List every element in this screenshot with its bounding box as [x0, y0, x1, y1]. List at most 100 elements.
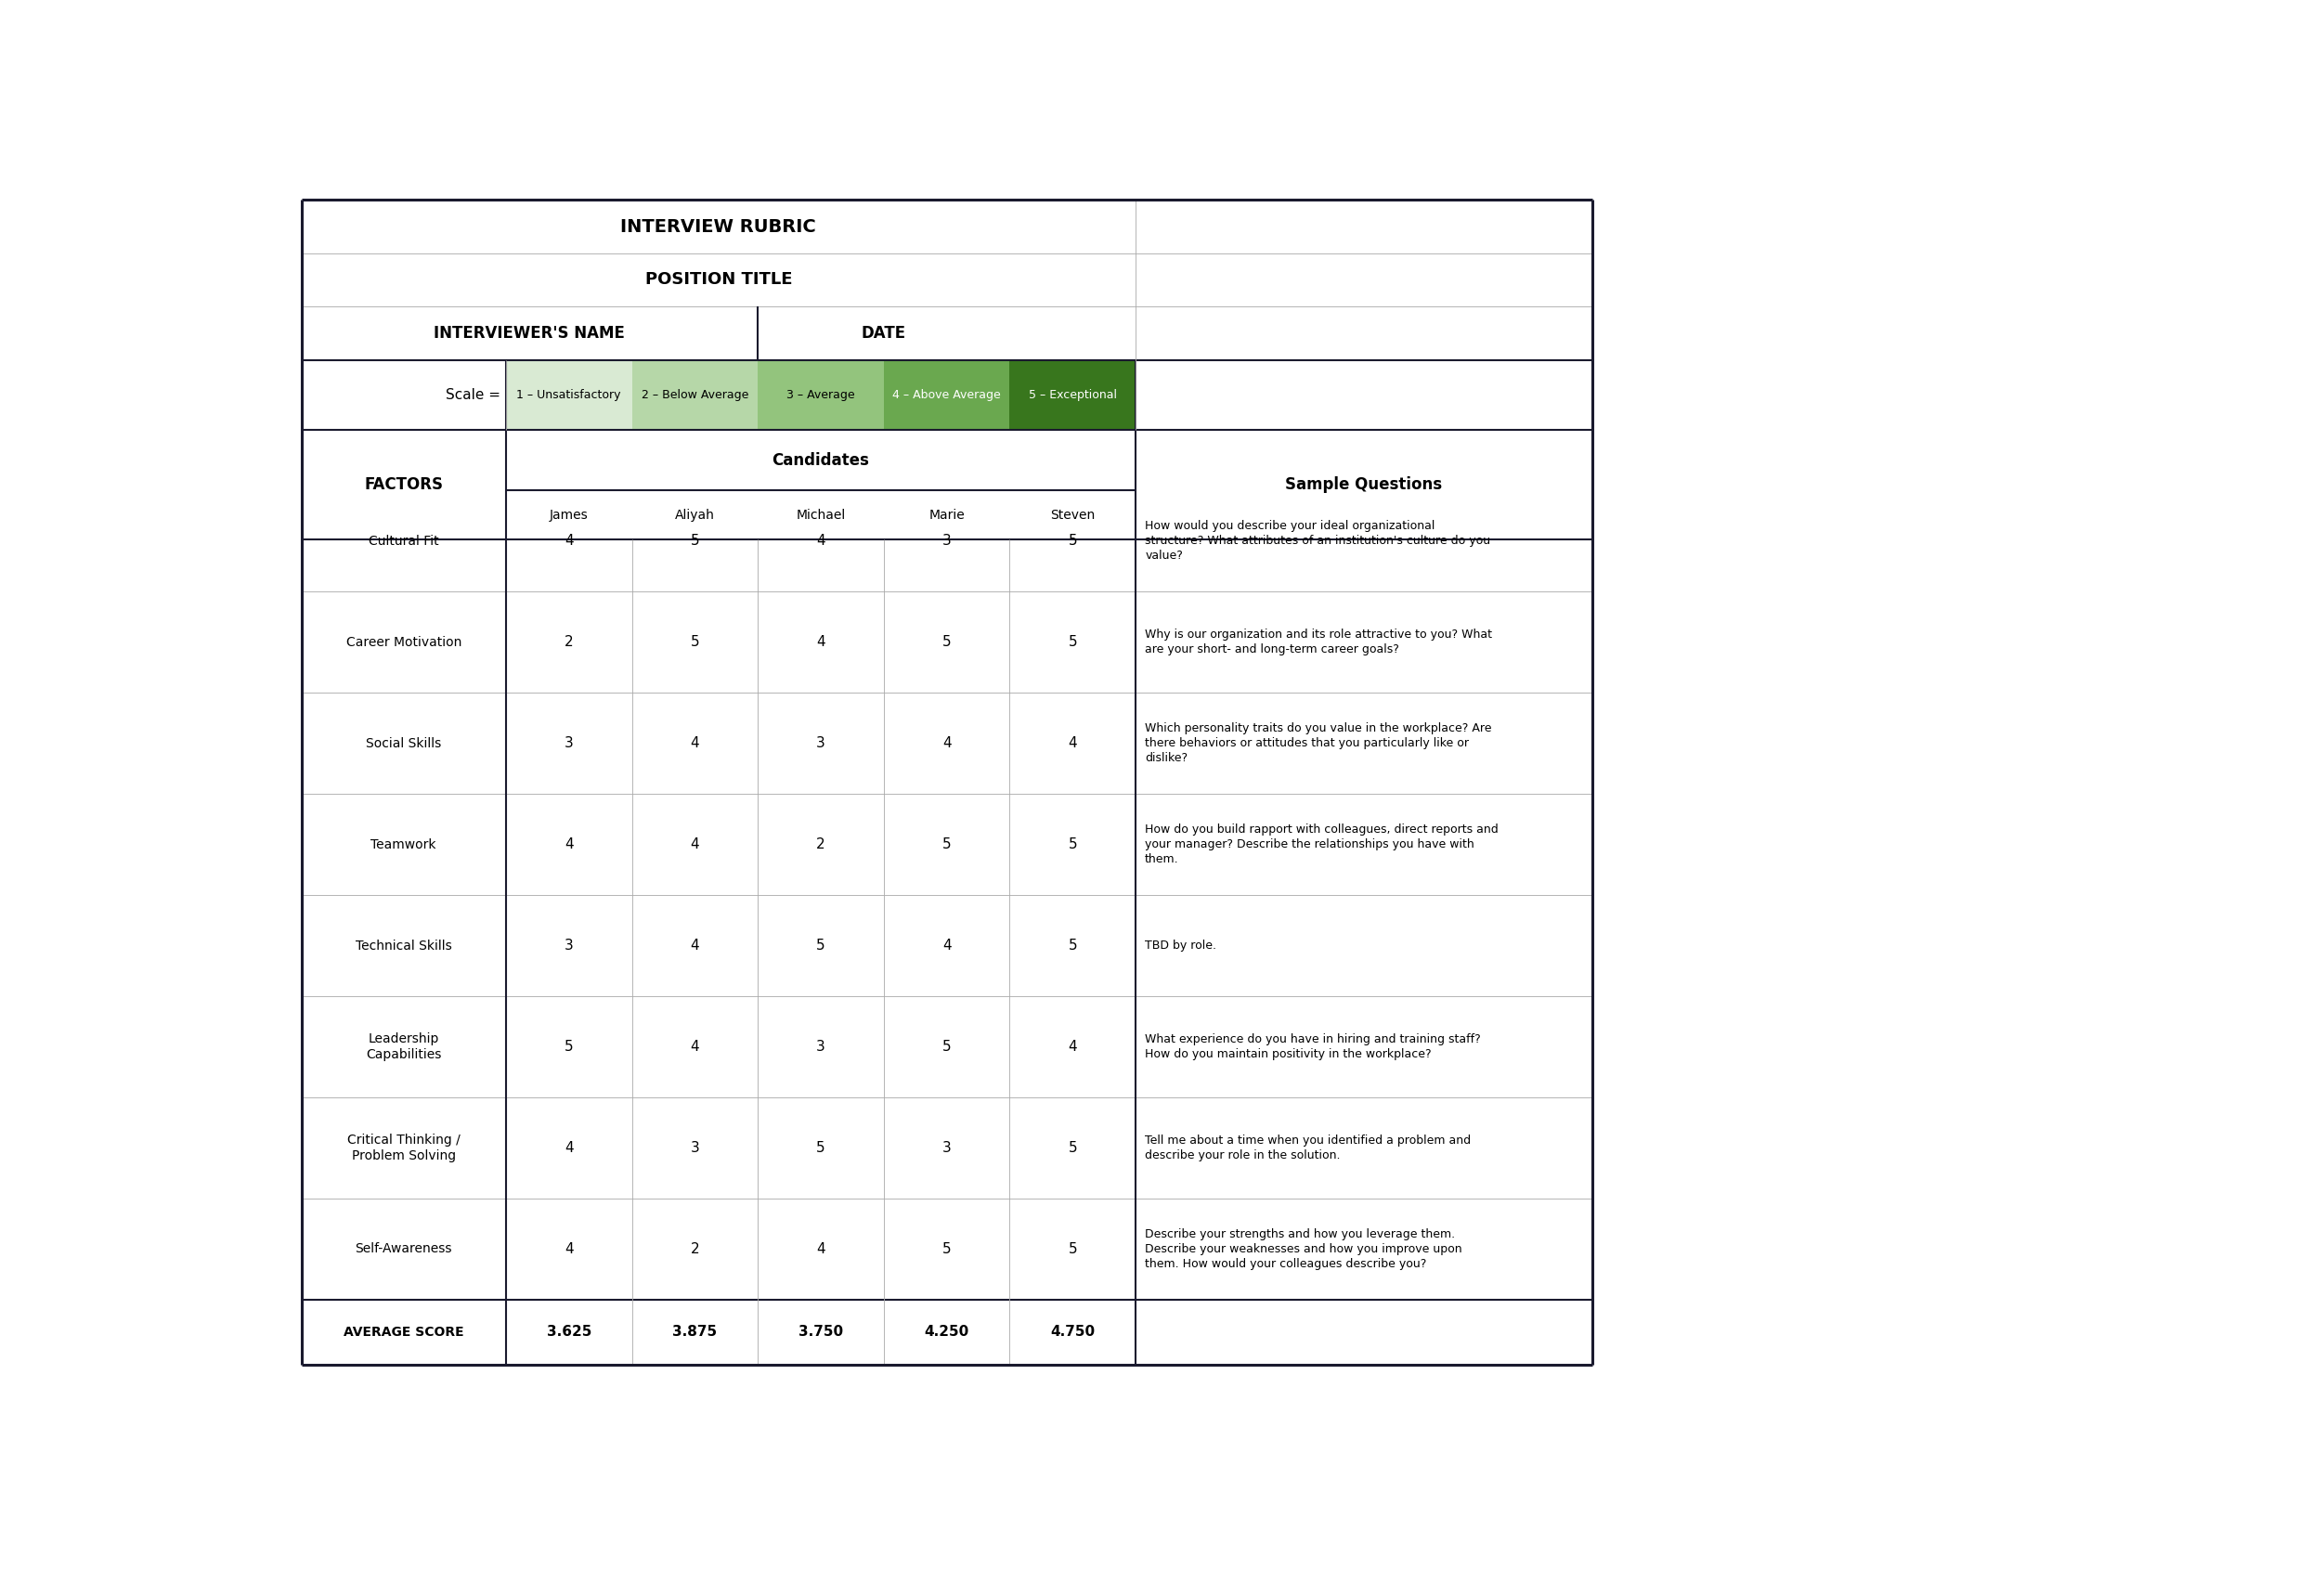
Text: 5: 5 [565, 1040, 574, 1054]
Bar [883, 997, 1009, 1097]
Bar [1009, 1198, 1136, 1300]
Text: 5: 5 [690, 534, 700, 549]
Bar [1136, 794, 1592, 895]
Text: 4: 4 [565, 1140, 574, 1155]
Bar [302, 997, 507, 1097]
Bar [507, 592, 632, 692]
Bar [632, 491, 758, 592]
Bar [883, 491, 1009, 539]
Text: Michael: Michael [797, 509, 846, 522]
Bar [883, 794, 1009, 895]
Text: Leadership
Capabilities: Leadership Capabilities [365, 1032, 442, 1061]
Text: Describe your strengths and how you leverage them.
Describe your weaknesses and : Describe your strengths and how you leve… [1146, 1228, 1462, 1270]
Bar [1136, 592, 1592, 692]
Text: Social Skills: Social Skills [365, 737, 442, 750]
Text: Technical Skills: Technical Skills [356, 939, 451, 952]
Text: 4: 4 [565, 534, 574, 549]
Bar [758, 1097, 883, 1198]
Text: Teamwork: Teamwork [372, 837, 437, 852]
Bar [758, 692, 883, 794]
Bar [1136, 997, 1592, 1097]
Text: Why is our organization and its role attractive to you? What
are your short- and: Why is our organization and its role att… [1146, 628, 1492, 656]
Bar [883, 1198, 1009, 1300]
Bar [507, 491, 632, 592]
Text: 5: 5 [816, 1140, 825, 1155]
Bar [883, 895, 1009, 997]
Bar [302, 1097, 507, 1198]
Bar [1136, 360, 1592, 431]
Bar [1136, 1097, 1592, 1198]
Bar [302, 199, 1136, 254]
Bar [632, 1300, 758, 1365]
Bar [507, 692, 632, 794]
Text: 4.250: 4.250 [925, 1325, 969, 1340]
Text: 3: 3 [941, 1140, 951, 1155]
Text: 5: 5 [1069, 635, 1076, 649]
Text: How would you describe your ideal organizational
structure? What attributes of a: How would you describe your ideal organi… [1146, 520, 1490, 561]
Bar [1009, 997, 1136, 1097]
Bar [632, 895, 758, 997]
Text: Marie: Marie [930, 509, 964, 522]
Text: What experience do you have in hiring and training staff?
How do you maintain po: What experience do you have in hiring an… [1146, 1034, 1480, 1061]
Bar [302, 491, 507, 592]
Text: 3: 3 [690, 1140, 700, 1155]
Text: 5: 5 [941, 837, 951, 852]
Bar [632, 1097, 758, 1198]
Bar [1136, 199, 1592, 254]
Text: Critical Thinking /
Problem Solving: Critical Thinking / Problem Solving [346, 1134, 460, 1163]
Text: 3.625: 3.625 [546, 1325, 590, 1340]
Bar [632, 997, 758, 1097]
Text: 4: 4 [1069, 737, 1076, 750]
Bar [1009, 491, 1136, 592]
Text: 1 – Unsatisfactory: 1 – Unsatisfactory [516, 389, 621, 400]
Bar [1009, 692, 1136, 794]
Bar [632, 1198, 758, 1300]
Text: INTERVIEW RUBRIC: INTERVIEW RUBRIC [621, 219, 816, 236]
Bar [1009, 794, 1136, 895]
Text: AVERAGE SCORE: AVERAGE SCORE [344, 1325, 465, 1338]
Bar [507, 1198, 632, 1300]
Bar [1136, 895, 1592, 997]
Bar [758, 794, 883, 895]
Text: How do you build rapport with colleagues, direct reports and
your manager? Descr: How do you build rapport with colleagues… [1146, 823, 1499, 866]
Text: 3.875: 3.875 [672, 1325, 718, 1340]
Bar [883, 1097, 1009, 1198]
Bar [1009, 360, 1136, 431]
Bar [507, 431, 1136, 491]
Bar [1009, 1300, 1136, 1365]
Text: 5 – Exceptional: 5 – Exceptional [1030, 389, 1118, 400]
Text: 5: 5 [941, 635, 951, 649]
Text: 4: 4 [816, 1243, 825, 1255]
Text: Candidates: Candidates [772, 451, 869, 469]
Text: 5: 5 [690, 635, 700, 649]
Text: 2: 2 [565, 635, 574, 649]
Text: 4: 4 [565, 1243, 574, 1255]
Bar [758, 491, 883, 539]
Bar [632, 491, 758, 539]
Bar [758, 491, 883, 592]
Text: 5: 5 [1069, 939, 1076, 952]
Bar [1136, 692, 1592, 794]
Bar [302, 1300, 507, 1365]
Bar [1009, 1097, 1136, 1198]
Bar [507, 1300, 632, 1365]
Text: Tell me about a time when you identified a problem and
describe your role in the: Tell me about a time when you identified… [1146, 1134, 1471, 1161]
Text: DATE: DATE [862, 325, 906, 341]
Bar [883, 360, 1009, 431]
Bar [302, 1198, 507, 1300]
Text: Cultural Fit: Cultural Fit [370, 534, 439, 547]
Bar [883, 692, 1009, 794]
Text: 3: 3 [565, 737, 574, 750]
Text: 4: 4 [941, 737, 951, 750]
Text: 3.750: 3.750 [799, 1325, 844, 1340]
Text: Self-Awareness: Self-Awareness [356, 1243, 453, 1255]
Bar [302, 592, 507, 692]
Bar [302, 360, 507, 431]
Text: 3: 3 [816, 1040, 825, 1054]
Text: James: James [548, 509, 588, 522]
Bar [632, 794, 758, 895]
Text: Aliyah: Aliyah [674, 509, 716, 522]
Bar [507, 997, 632, 1097]
Bar [507, 895, 632, 997]
Text: POSITION TITLE: POSITION TITLE [644, 271, 792, 289]
